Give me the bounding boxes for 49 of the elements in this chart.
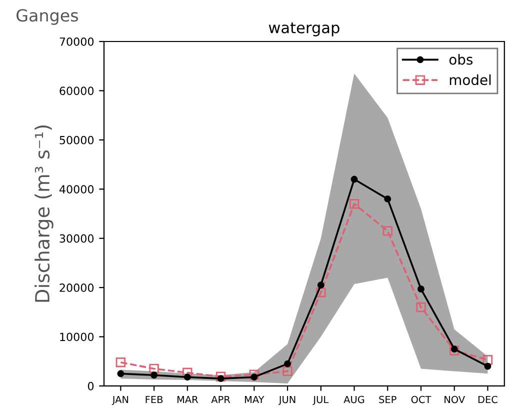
text: Ganges [16, 9, 78, 25]
point [449, 346, 460, 356]
point [349, 199, 360, 209]
y-axis-title: Discharge (m³ s⁻¹) [34, 125, 54, 302]
point [216, 372, 226, 382]
point [316, 288, 326, 298]
x-tick-label: SEP [379, 396, 396, 404]
chart-title: watergap [268, 22, 340, 36]
point [117, 370, 124, 378]
legend-label: model [450, 74, 491, 86]
y-tick-label: 50000 [60, 136, 94, 144]
point [416, 302, 426, 312]
point [150, 372, 158, 379]
y-tick-label: 70000 [60, 37, 94, 46]
x-tick-label: JUL [312, 396, 329, 406]
point [116, 357, 126, 368]
point [184, 374, 191, 381]
y-tick-label: 10000 [60, 332, 94, 342]
point [350, 176, 358, 183]
x-tick-label: NOV [444, 396, 465, 404]
x-tick-label: JUN [278, 396, 296, 406]
x-tick-label: AUG [344, 396, 364, 404]
point [282, 366, 292, 376]
point [149, 364, 159, 374]
point [482, 355, 493, 365]
point [217, 375, 224, 382]
point [250, 374, 258, 381]
y-tick-label: 0 [88, 382, 94, 390]
y-tick-label: 20000 [60, 284, 94, 292]
point [249, 370, 260, 380]
point [182, 368, 192, 378]
point [484, 362, 492, 370]
point [384, 195, 392, 202]
x-tick-label: MAY [244, 396, 264, 404]
point [450, 346, 458, 353]
x-tick-label: JAN [112, 396, 128, 406]
x-tick-label: DEC [478, 396, 498, 404]
point [382, 226, 392, 236]
x-tick-label: APR [211, 396, 230, 404]
point [418, 286, 424, 292]
y-tick-label: 30000 [60, 234, 94, 243]
x-tick-label: OCT [411, 396, 432, 404]
x-tick-label: FEB [146, 396, 163, 404]
point [317, 282, 324, 289]
point [284, 360, 291, 368]
x-tick-label: MAR [177, 396, 198, 404]
y-tick-label: 40000 [59, 185, 94, 194]
legend-label: obs [449, 54, 473, 65]
y-tick-label: 60000 [60, 86, 94, 96]
